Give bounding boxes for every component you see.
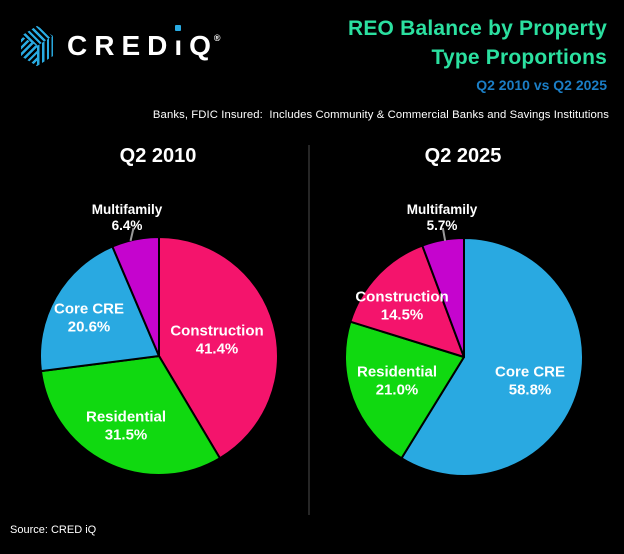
- page-title-block: REO Balance by Property Type Proportions…: [348, 14, 607, 93]
- slice-name: Core CRE: [494, 363, 566, 381]
- slice-name: Core CRE: [53, 300, 125, 318]
- label-2025-core-cre: Core CRE 58.8%: [495, 364, 565, 399]
- slice-name: Residential: [85, 408, 167, 426]
- slice-name: Multifamily: [406, 202, 478, 217]
- page-title-line1: REO Balance by Property: [347, 17, 607, 40]
- page-title-line2: Type Proportions: [431, 46, 607, 69]
- pie-slice-construction: [157, 236, 279, 460]
- label-2025-construction: Construction 14.5%: [355, 289, 448, 324]
- slice-name: Residential: [356, 363, 438, 381]
- label-2010-multifamily: Multifamily 6.4%: [92, 202, 163, 233]
- cred-iq-cube-icon: [18, 22, 56, 70]
- chart-title-q2-2025: Q2 2025: [424, 145, 502, 167]
- slice-pct: 20.6%: [67, 318, 111, 335]
- cred-iq-logo: CRED ı Q ®: [18, 22, 225, 70]
- label-2025-residential: Residential 21.0%: [357, 364, 437, 399]
- slice-name: Construction: [355, 288, 449, 306]
- logo-q: Q: [189, 30, 218, 61]
- source-credit: Source: CRED iQ: [10, 524, 97, 536]
- slice-pct: 14.5%: [380, 306, 424, 323]
- registered-trademark: ®: [213, 33, 221, 43]
- label-2025-multifamily: Multifamily 5.7%: [407, 202, 478, 233]
- slice-pct: 41.4%: [195, 340, 239, 357]
- cube-face-left: [21, 35, 37, 67]
- slice-pct: 5.7%: [426, 217, 458, 233]
- pie-slice-multifamily: [110, 236, 160, 357]
- slice-pct: 31.5%: [104, 426, 148, 443]
- label-2010-core-cre: Core CRE 20.6%: [54, 301, 124, 336]
- slice-name: Construction: [170, 322, 264, 340]
- slice-pct: 6.4%: [111, 217, 143, 233]
- pie-slice-core-cre: [38, 245, 160, 373]
- pie-svg-0: [38, 236, 279, 476]
- chart-title-q2-2010: Q2 2010: [119, 145, 197, 167]
- pie-slice-core-cre: [400, 237, 584, 477]
- logo-brand-text: CRED: [67, 30, 175, 61]
- pie-slice-multifamily: [420, 237, 465, 358]
- label-2010-residential: Residential 31.5%: [86, 409, 166, 444]
- page-subtitle: Q2 2010 vs Q2 2025: [476, 77, 607, 93]
- slice-pct: 21.0%: [375, 381, 419, 398]
- cube-face-right: [37, 35, 53, 67]
- vertical-divider: [308, 145, 310, 515]
- pie-slice-residential: [343, 320, 465, 460]
- pie-svg-1: [343, 237, 584, 477]
- label-2010-construction: Construction 41.4%: [170, 323, 263, 358]
- slice-pct: 58.8%: [508, 381, 552, 398]
- pie-slice-residential: [39, 355, 221, 476]
- dataset-note: Banks, FDIC Insured: Includes Community …: [152, 109, 609, 121]
- logo-wordmark: CRED ı Q ®: [67, 25, 225, 61]
- logo-i-dot-icon: [175, 25, 182, 31]
- logo-i: ı: [174, 25, 189, 60]
- pie-slice-construction: [348, 244, 465, 358]
- slice-name: Multifamily: [91, 202, 163, 217]
